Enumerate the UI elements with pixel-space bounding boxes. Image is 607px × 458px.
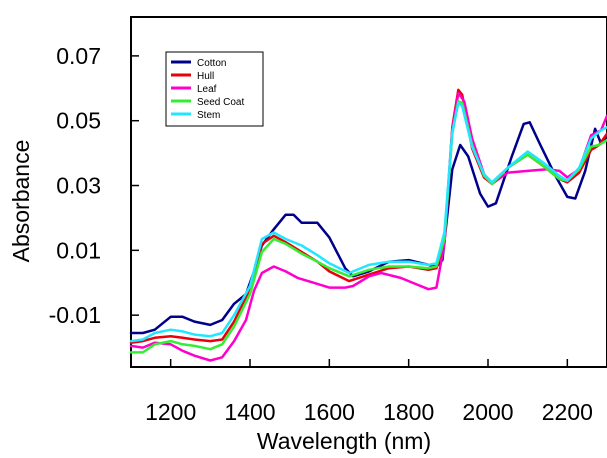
series-line-stem	[129, 101, 607, 343]
x-tick-label: 1600	[304, 399, 355, 425]
x-axis-ticks: 1200 1400 1600 1800 2000 2200	[145, 359, 593, 425]
x-tick-label: 2200	[542, 399, 593, 425]
legend-label: Hull	[197, 71, 214, 82]
legend-label: Leaf	[197, 84, 217, 95]
x-axis-title: Wavelength (nm)	[257, 428, 431, 454]
series-line-leaf	[129, 91, 607, 362]
legend-label: Cotton	[197, 58, 226, 69]
legend: Cotton Hull Leaf Seed Coat Stem	[165, 51, 264, 127]
y-tick-label: 0.03	[56, 173, 101, 199]
x-tick-label: 1400	[224, 399, 275, 425]
legend-label: Seed Coat	[197, 97, 244, 108]
series-line-seed-coat	[129, 100, 607, 354]
series-lines	[129, 88, 607, 362]
legend-label: Stem	[197, 110, 220, 121]
y-tick-label: 0.05	[56, 108, 101, 134]
plot-frame	[130, 16, 607, 368]
series-line-cotton	[129, 121, 607, 335]
y-tick-label: -0.01	[49, 302, 101, 328]
y-tick-label: 0.01	[56, 237, 101, 263]
x-tick-label: 2000	[462, 399, 513, 425]
series-line-hull	[129, 88, 607, 344]
y-axis-title: Absorbance	[8, 140, 34, 263]
x-tick-label: 1200	[145, 399, 196, 425]
x-tick-label: 1800	[383, 399, 434, 425]
y-axis-ticks: -0.01 0.01 0.03 0.05 0.07	[49, 43, 139, 328]
y-tick-label: 0.07	[56, 43, 101, 69]
